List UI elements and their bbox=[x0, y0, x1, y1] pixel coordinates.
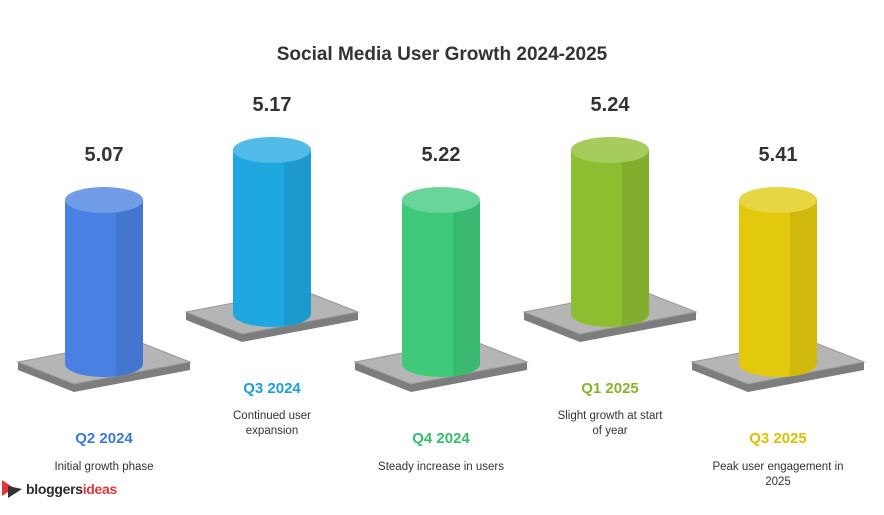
description: Initial growth phase bbox=[54, 461, 154, 473]
cylinder-shade bbox=[284, 150, 311, 326]
cylinder-top-highlight bbox=[739, 187, 817, 213]
cylinder-top bbox=[233, 137, 311, 163]
cylinder bbox=[571, 150, 649, 327]
cylinder-top-highlight bbox=[571, 137, 649, 163]
platform-side bbox=[355, 362, 527, 392]
value-label: 5.07 bbox=[84, 144, 124, 166]
cylinder-top-highlight bbox=[402, 187, 480, 213]
cylinder-top bbox=[402, 187, 480, 213]
description: Continued user expansion bbox=[233, 410, 311, 437]
quarter-label: Q3 2025 bbox=[749, 430, 807, 447]
cylinder-shade bbox=[622, 150, 649, 326]
brand-icon bbox=[2, 480, 22, 498]
quarter-label: Q3 2024 bbox=[243, 380, 301, 397]
value-label: 5.24 bbox=[590, 94, 630, 116]
description: Steady increase in users bbox=[378, 461, 504, 473]
cylinder-shade bbox=[116, 200, 143, 376]
quarter-label: Q4 2024 bbox=[412, 430, 470, 447]
brand-part: bloggers bbox=[26, 481, 83, 497]
cylinder-shade bbox=[453, 200, 480, 376]
platform-side bbox=[186, 312, 358, 342]
cylinder bbox=[233, 150, 311, 327]
platform-side bbox=[692, 362, 864, 392]
value-label: 5.22 bbox=[421, 144, 461, 166]
cylinder-top bbox=[571, 137, 649, 163]
quarter-label: Q2 2024 bbox=[75, 430, 133, 447]
cylinder bbox=[739, 200, 817, 377]
title: Social Media User Growth 2024-2025 bbox=[276, 44, 608, 65]
cylinder-top bbox=[65, 187, 143, 213]
platform-side bbox=[18, 362, 190, 392]
description: Slight growth at start of year bbox=[557, 410, 663, 437]
description: Peak user engagement in 2025 bbox=[712, 461, 844, 488]
cylinder bbox=[402, 200, 480, 377]
brand-part: ideas bbox=[82, 481, 118, 497]
platform-side bbox=[524, 312, 696, 342]
quarter-label: Q1 2025 bbox=[581, 380, 639, 397]
cylinder-top bbox=[739, 187, 817, 213]
cylinder-top-highlight bbox=[233, 137, 311, 163]
brand: bloggersideas bbox=[26, 481, 117, 497]
cylinder bbox=[65, 200, 143, 377]
value-label: 5.17 bbox=[252, 94, 292, 116]
value-label: 5.41 bbox=[758, 144, 798, 166]
cylinder-top-highlight bbox=[65, 187, 143, 213]
cylinder-shade bbox=[790, 200, 817, 376]
